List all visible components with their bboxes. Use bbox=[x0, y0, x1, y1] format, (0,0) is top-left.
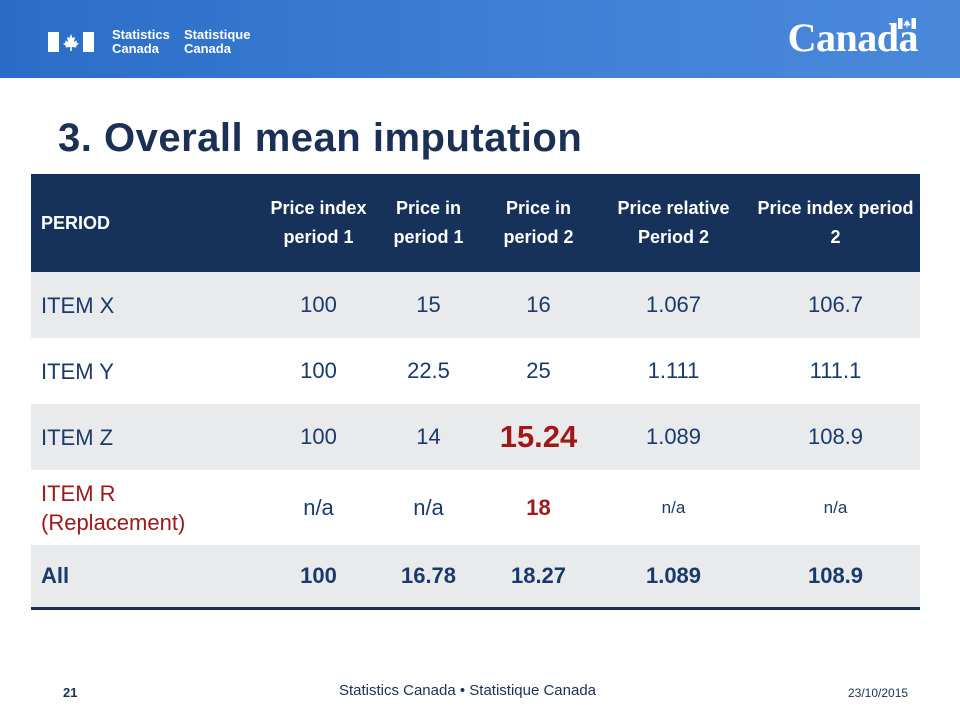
wordmark-flag-icon bbox=[898, 18, 916, 29]
table-cell: 100 bbox=[300, 424, 337, 449]
imputed-value-cell: 15.24 bbox=[499, 419, 578, 454]
column-header-period: PERIOD bbox=[41, 212, 111, 233]
page-number: 21 bbox=[63, 685, 78, 700]
row-label: ITEM Y bbox=[41, 358, 114, 384]
column-header-price-p1: Price in period 1 bbox=[393, 198, 464, 247]
table-cell: 111.1 bbox=[809, 358, 862, 383]
signature-line: Statistique bbox=[184, 27, 251, 42]
table-cell: 100 bbox=[300, 562, 337, 588]
table-cell: n/a bbox=[823, 497, 848, 517]
wordmark-text: Canada bbox=[787, 15, 919, 60]
header-row: PERIOD Price index period 1 Price in per… bbox=[31, 174, 920, 272]
table-row: ITEM Y 100 22.5 25 1.111 111.1 bbox=[31, 338, 920, 404]
footer-text: Statistics Canada • Statistique Canada bbox=[338, 682, 597, 699]
signature-english: Statistics Canada bbox=[112, 28, 170, 56]
table-row: ITEM Z 100 14 15.24 1.089 108.9 bbox=[31, 404, 920, 470]
column-header-price-relative-p2: Price relative Period 2 bbox=[617, 198, 730, 247]
column-header-price-p2: Price in period 2 bbox=[503, 198, 574, 247]
header-band: Statistics Canada Statistique Canada Can… bbox=[0, 0, 960, 78]
column-header-price-index-p2: Price index period 2 bbox=[757, 198, 914, 247]
table-cell: 106.7 bbox=[807, 292, 864, 317]
table-row: ITEM X 100 15 16 1.067 106.7 bbox=[31, 272, 920, 338]
table-header: PERIOD Price index period 1 Price in per… bbox=[31, 174, 920, 272]
slide-title: 3. Overall mean imputation bbox=[58, 116, 583, 160]
table-cell: n/a bbox=[413, 494, 444, 520]
table-cell: 18.27 bbox=[510, 562, 567, 588]
table-cell: 108.9 bbox=[807, 562, 864, 588]
table-cell: 16 bbox=[526, 292, 551, 317]
footer-date: 23/10/2015 bbox=[848, 686, 909, 700]
signature-line: Canada bbox=[184, 41, 231, 56]
signature-french: Statistique Canada bbox=[184, 28, 250, 56]
table-cell: n/a bbox=[303, 494, 334, 520]
total-row: All 100 16.78 18.27 1.089 108.9 bbox=[31, 545, 920, 608]
table-cell: 1.111 bbox=[647, 358, 700, 383]
table-cell: 25 bbox=[526, 358, 551, 383]
column-header-price-index-p1: Price index period 1 bbox=[270, 198, 367, 247]
signature-line: Canada bbox=[112, 41, 159, 56]
table-cell: 100 bbox=[300, 358, 337, 383]
table-cell: 1.067 bbox=[645, 292, 702, 317]
table-cell: 1.089 bbox=[645, 562, 702, 588]
table-cell: 100 bbox=[300, 292, 337, 317]
row-label: All bbox=[41, 563, 70, 589]
canada-wordmark: Canada bbox=[787, 14, 919, 61]
row-label: ITEM Z bbox=[41, 424, 114, 450]
row-label: ITEM R (Replacement) bbox=[41, 480, 186, 535]
replacement-price-cell: 18 bbox=[526, 494, 551, 520]
table-cell: 15 bbox=[416, 292, 441, 317]
signature-line: Statistics bbox=[112, 27, 170, 42]
canada-flag-icon bbox=[48, 32, 94, 52]
table-cell: n/a bbox=[661, 497, 686, 517]
table-cell: 16.78 bbox=[400, 562, 457, 588]
table-cell: 22.5 bbox=[407, 358, 450, 383]
table-row: ITEM R (Replacement) n/a n/a 18 n/a n/a bbox=[31, 470, 920, 545]
row-label: ITEM X bbox=[41, 292, 115, 318]
table-cell: 108.9 bbox=[807, 424, 864, 449]
imputation-table: PERIOD Price index period 1 Price in per… bbox=[31, 174, 920, 610]
table-cell: 14 bbox=[416, 424, 441, 449]
table-cell: 1.089 bbox=[645, 424, 702, 449]
